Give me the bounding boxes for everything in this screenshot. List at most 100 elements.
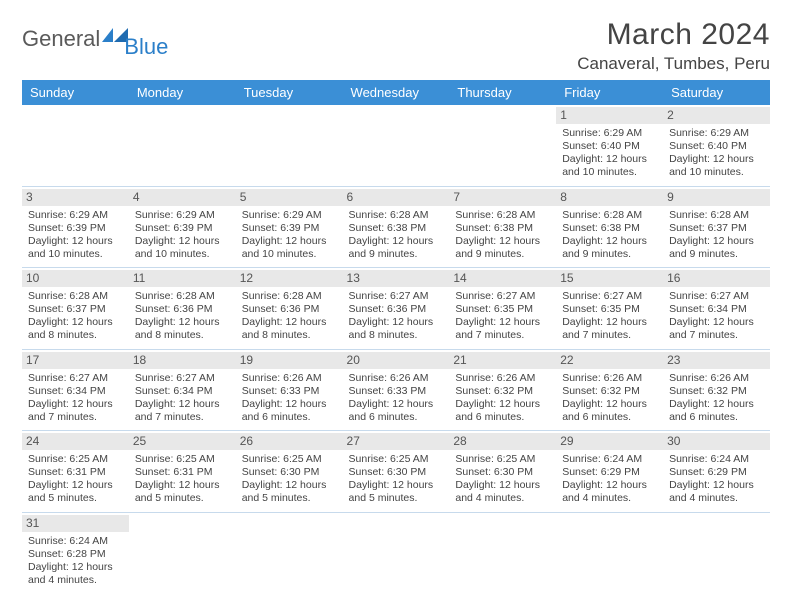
calendar-cell bbox=[129, 105, 236, 186]
calendar-cell: 30 Sunrise: 6:24 AMSunset: 6:29 PMDayligh… bbox=[663, 431, 770, 513]
day-number: 30 bbox=[663, 433, 770, 450]
weekday-header: Saturday bbox=[663, 80, 770, 105]
calendar-cell bbox=[449, 512, 556, 593]
day-number: 19 bbox=[236, 352, 343, 369]
calendar-cell: 16 Sunrise: 6:27 AMSunset: 6:34 PMDayligh… bbox=[663, 268, 770, 350]
calendar-cell: 6Sunrise: 6:28 AMSunset: 6:38 PMDaylight… bbox=[343, 186, 450, 268]
calendar-cell: 14 Sunrise: 6:27 AMSunset: 6:35 PMDayligh… bbox=[449, 268, 556, 350]
calendar-cell bbox=[343, 512, 450, 593]
calendar-cell: 28Sunrise: 6:25 AMSunset: 6:30 PMDayligh… bbox=[449, 431, 556, 513]
day-number: 4 bbox=[129, 189, 236, 206]
location-text: Canaveral, Tumbes, Peru bbox=[577, 54, 770, 74]
day-details: Sunrise: 6:27 AMSunset: 6:35 PMDaylight:… bbox=[455, 290, 550, 343]
day-number: 22 bbox=[556, 352, 663, 369]
day-number: 15 bbox=[556, 270, 663, 287]
day-details: Sunrise: 6:25 AMSunset: 6:30 PMDaylight:… bbox=[349, 453, 444, 506]
day-details: Sunrise: 6:29 AMSunset: 6:39 PMDaylight:… bbox=[135, 209, 230, 262]
day-number: 1 bbox=[556, 107, 663, 124]
weekday-header: Thursday bbox=[449, 80, 556, 105]
day-number: 8 bbox=[556, 189, 663, 206]
calendar-cell: 27 Sunrise: 6:25 AMSunset: 6:30 PMDayligh… bbox=[343, 431, 450, 513]
weekday-header: Sunday bbox=[22, 80, 129, 105]
day-number: 18 bbox=[129, 352, 236, 369]
day-number: 5 bbox=[236, 189, 343, 206]
day-number: 16 bbox=[663, 270, 770, 287]
day-details: Sunrise: 6:27 AMSunset: 6:34 PMDaylight:… bbox=[28, 372, 123, 425]
header: General Blue March 2024 Canaveral, Tumbe… bbox=[22, 18, 770, 74]
day-number: 2 bbox=[663, 107, 770, 124]
calendar-cell: 13 Sunrise: 6:27 AMSunset: 6:36 PMDayligh… bbox=[343, 268, 450, 350]
calendar-table: SundayMondayTuesdayWednesdayThursdayFrid… bbox=[22, 80, 770, 593]
calendar-header-row: SundayMondayTuesdayWednesdayThursdayFrid… bbox=[22, 80, 770, 105]
day-details: Sunrise: 6:28 AMSunset: 6:37 PMDaylight:… bbox=[28, 290, 123, 343]
day-number: 13 bbox=[343, 270, 450, 287]
calendar-cell: 8 Sunrise: 6:28 AMSunset: 6:38 PMDaylight… bbox=[556, 186, 663, 268]
calendar-cell: 20 Sunrise: 6:26 AMSunset: 6:33 PMDayligh… bbox=[343, 349, 450, 431]
calendar-cell bbox=[22, 105, 129, 186]
calendar-cell: 26 Sunrise: 6:25 AMSunset: 6:30 PMDayligh… bbox=[236, 431, 343, 513]
day-details: Sunrise: 6:27 AMSunset: 6:34 PMDaylight:… bbox=[669, 290, 764, 343]
day-details: Sunrise: 6:29 AMSunset: 6:39 PMDaylight:… bbox=[28, 209, 123, 262]
calendar-cell: 18 Sunrise: 6:27 AMSunset: 6:34 PMDayligh… bbox=[129, 349, 236, 431]
page-title: March 2024 bbox=[577, 18, 770, 52]
day-number: 29 bbox=[556, 433, 663, 450]
day-details: Sunrise: 6:28 AMSunset: 6:37 PMDaylight:… bbox=[669, 209, 764, 262]
weekday-header: Friday bbox=[556, 80, 663, 105]
calendar-cell: 22 Sunrise: 6:26 AMSunset: 6:32 PMDayligh… bbox=[556, 349, 663, 431]
day-number: 10 bbox=[22, 270, 129, 287]
day-details: Sunrise: 6:24 AMSunset: 6:29 PMDaylight:… bbox=[669, 453, 764, 506]
calendar-cell: 25Sunrise: 6:25 AMSunset: 6:31 PMDayligh… bbox=[129, 431, 236, 513]
calendar-cell: 1Sunrise: 6:29 AMSunset: 6:40 PMDaylight… bbox=[556, 105, 663, 186]
calendar-cell: 4 Sunrise: 6:29 AMSunset: 6:39 PMDaylight… bbox=[129, 186, 236, 268]
day-details: Sunrise: 6:27 AMSunset: 6:36 PMDaylight:… bbox=[349, 290, 444, 343]
day-number: 20 bbox=[343, 352, 450, 369]
calendar-cell: 7Sunrise: 6:28 AMSunset: 6:38 PMDaylight… bbox=[449, 186, 556, 268]
calendar-cell bbox=[236, 105, 343, 186]
calendar-cell: 11Sunrise: 6:28 AMSunset: 6:36 PMDayligh… bbox=[129, 268, 236, 350]
calendar-cell: 10 Sunrise: 6:28 AMSunset: 6:37 PMDayligh… bbox=[22, 268, 129, 350]
day-details: Sunrise: 6:26 AMSunset: 6:32 PMDaylight:… bbox=[455, 372, 550, 425]
calendar-cell bbox=[556, 512, 663, 593]
day-number: 26 bbox=[236, 433, 343, 450]
logo: General Blue bbox=[22, 18, 174, 52]
day-details: Sunrise: 6:25 AMSunset: 6:31 PMDaylight:… bbox=[28, 453, 123, 506]
day-number: 25 bbox=[129, 433, 236, 450]
calendar-cell: 19 Sunrise: 6:26 AMSunset: 6:33 PMDayligh… bbox=[236, 349, 343, 431]
calendar-cell: 21 Sunrise: 6:26 AMSunset: 6:32 PMDayligh… bbox=[449, 349, 556, 431]
day-details: Sunrise: 6:29 AMSunset: 6:40 PMDaylight:… bbox=[669, 127, 764, 180]
day-details: Sunrise: 6:27 AMSunset: 6:34 PMDaylight:… bbox=[135, 372, 230, 425]
calendar-cell: 15 Sunrise: 6:27 AMSunset: 6:35 PMDayligh… bbox=[556, 268, 663, 350]
day-details: Sunrise: 6:28 AMSunset: 6:36 PMDaylight:… bbox=[242, 290, 337, 343]
day-details: Sunrise: 6:28 AMSunset: 6:38 PMDaylight:… bbox=[562, 209, 657, 262]
calendar-cell: 24Sunrise: 6:25 AMSunset: 6:31 PMDayligh… bbox=[22, 431, 129, 513]
day-number: 3 bbox=[22, 189, 129, 206]
day-number: 28 bbox=[449, 433, 556, 450]
day-number: 27 bbox=[343, 433, 450, 450]
calendar-cell bbox=[343, 105, 450, 186]
day-details: Sunrise: 6:26 AMSunset: 6:33 PMDaylight:… bbox=[242, 372, 337, 425]
calendar-cell bbox=[129, 512, 236, 593]
calendar-cell: 29 Sunrise: 6:24 AMSunset: 6:29 PMDayligh… bbox=[556, 431, 663, 513]
day-number: 17 bbox=[22, 352, 129, 369]
day-details: Sunrise: 6:26 AMSunset: 6:32 PMDaylight:… bbox=[562, 372, 657, 425]
day-number: 23 bbox=[663, 352, 770, 369]
day-details: Sunrise: 6:27 AMSunset: 6:35 PMDaylight:… bbox=[562, 290, 657, 343]
weekday-header: Tuesday bbox=[236, 80, 343, 105]
day-details: Sunrise: 6:29 AMSunset: 6:39 PMDaylight:… bbox=[242, 209, 337, 262]
weekday-header: Monday bbox=[129, 80, 236, 105]
day-number: 21 bbox=[449, 352, 556, 369]
calendar-cell bbox=[663, 512, 770, 593]
calendar-cell: 2 Sunrise: 6:29 AMSunset: 6:40 PMDaylight… bbox=[663, 105, 770, 186]
calendar-cell: 5 Sunrise: 6:29 AMSunset: 6:39 PMDaylight… bbox=[236, 186, 343, 268]
day-details: Sunrise: 6:24 AMSunset: 6:29 PMDaylight:… bbox=[562, 453, 657, 506]
day-details: Sunrise: 6:28 AMSunset: 6:38 PMDaylight:… bbox=[455, 209, 550, 262]
day-number: 14 bbox=[449, 270, 556, 287]
logo-text-blue: Blue bbox=[124, 34, 168, 60]
day-number: 11 bbox=[129, 270, 236, 287]
calendar-cell: 31Sunrise: 6:24 AMSunset: 6:28 PMDayligh… bbox=[22, 512, 129, 593]
day-details: Sunrise: 6:24 AMSunset: 6:28 PMDaylight:… bbox=[28, 535, 123, 588]
day-details: Sunrise: 6:26 AMSunset: 6:32 PMDaylight:… bbox=[669, 372, 764, 425]
day-details: Sunrise: 6:25 AMSunset: 6:30 PMDaylight:… bbox=[242, 453, 337, 506]
calendar-cell bbox=[236, 512, 343, 593]
day-details: Sunrise: 6:26 AMSunset: 6:33 PMDaylight:… bbox=[349, 372, 444, 425]
